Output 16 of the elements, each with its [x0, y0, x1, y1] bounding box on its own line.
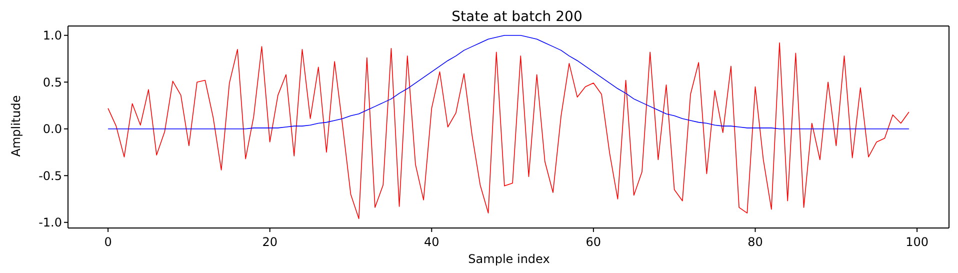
line-series — [108, 34, 910, 130]
y-axis-title: Amplitude — [9, 95, 23, 157]
chart-title: State at batch 200 — [450, 9, 584, 25]
y-tick-label: -0.5 — [38, 168, 62, 183]
x-tick-label: 60 — [586, 235, 602, 249]
x-tick-label: 100 — [906, 235, 928, 249]
y-tick-label: 1.0 — [42, 28, 62, 43]
y-tick-label: 0.5 — [42, 75, 62, 90]
y-tick-label: 0.0 — [42, 122, 62, 136]
x-tick-label: 40 — [424, 235, 440, 249]
x-tick-label: 20 — [262, 235, 278, 249]
line-series — [108, 42, 910, 220]
x-tick-label: 0 — [104, 235, 112, 249]
x-axis-title: Sample index — [467, 252, 551, 266]
x-tick-label: 80 — [748, 235, 763, 249]
y-tick-label: -1.0 — [38, 216, 62, 230]
